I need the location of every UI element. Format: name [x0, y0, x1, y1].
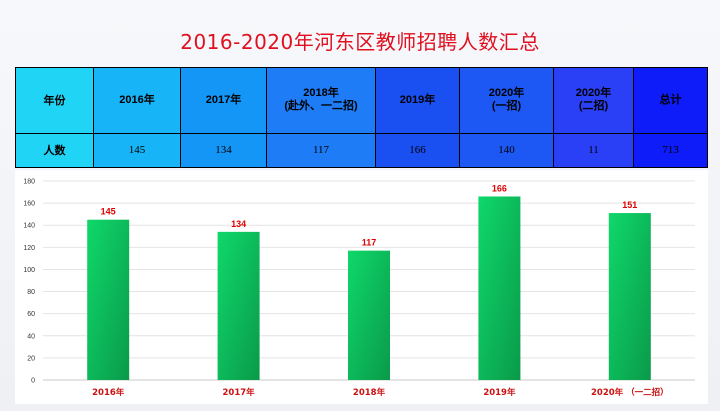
bar [608, 213, 651, 380]
y-tick-label: 160 [23, 201, 35, 208]
bar [217, 231, 260, 380]
header-cell-2018: 2018年 (赴外、一二招) [266, 67, 376, 134]
bar [478, 196, 521, 380]
data-label: 166 [492, 183, 507, 193]
table-header-row: 年份 2016年 2017年 2018年 (赴外、一二招) 2019年 2020年… [15, 67, 708, 134]
header-label-cell: 年份 [15, 67, 94, 134]
header-cell-2020-first: 2020年 (一招) [459, 67, 554, 134]
header-cell-2017: 2017年 [180, 67, 267, 134]
header-cell-2020-second: 2020年 (二招) [553, 67, 634, 134]
value-cell-2020-first: 140 [459, 132, 554, 169]
x-tick-label: 2016年 [92, 387, 125, 398]
y-tick-label: 140 [23, 223, 35, 230]
value-cell-2016: 145 [93, 132, 181, 169]
x-tick-label: 2019年 [483, 387, 516, 398]
value-cell-2017: 134 [180, 132, 267, 169]
x-tick-label: 2018年 [353, 387, 386, 398]
value-cell-total: 713 [633, 132, 708, 169]
summary-table: 年份 2016年 2017年 2018年 (赴外、一二招) 2019年 2020年… [15, 67, 708, 169]
y-tick-label: 80 [27, 289, 35, 296]
header-cell-total: 总计 [633, 67, 708, 134]
data-label: 117 [362, 238, 377, 248]
y-tick-label: 0 [31, 378, 35, 385]
data-label: 145 [101, 207, 116, 217]
chart-panel: 0 20 40 60 80 100 120 140 160 180 145 2016年 134 2017… [15, 170, 708, 404]
header-cell-2019: 2019年 [375, 67, 460, 134]
data-label: 151 [622, 200, 637, 210]
bar [87, 219, 130, 380]
y-tick-label: 60 [27, 311, 35, 318]
value-cell-2019: 166 [375, 132, 460, 169]
header-cell-2016: 2016年 [93, 67, 181, 134]
x-tick-label: 2017年 [223, 387, 256, 398]
value-cell-2020-second: 11 [553, 132, 634, 169]
x-tick-label: 2020年 （一二招） [591, 387, 669, 398]
y-tick-label: 20 [27, 355, 35, 362]
page-title: 2016-2020年河东区教师招聘人数汇总 [180, 30, 540, 54]
y-tick-label: 120 [23, 245, 35, 252]
bar [348, 250, 390, 380]
y-tick-label: 40 [27, 333, 35, 340]
row-label-cell: 人数 [15, 132, 94, 169]
bar-chart: 0 20 40 60 80 100 120 140 160 180 145 2016年 134 2017… [23, 179, 695, 398]
y-tick-label: 100 [23, 267, 35, 274]
y-tick-label: 180 [23, 179, 35, 186]
table-data-row: 人数 145 134 117 166 140 11 713 [15, 132, 708, 169]
value-cell-2018: 117 [266, 132, 376, 169]
data-label: 134 [231, 219, 246, 229]
